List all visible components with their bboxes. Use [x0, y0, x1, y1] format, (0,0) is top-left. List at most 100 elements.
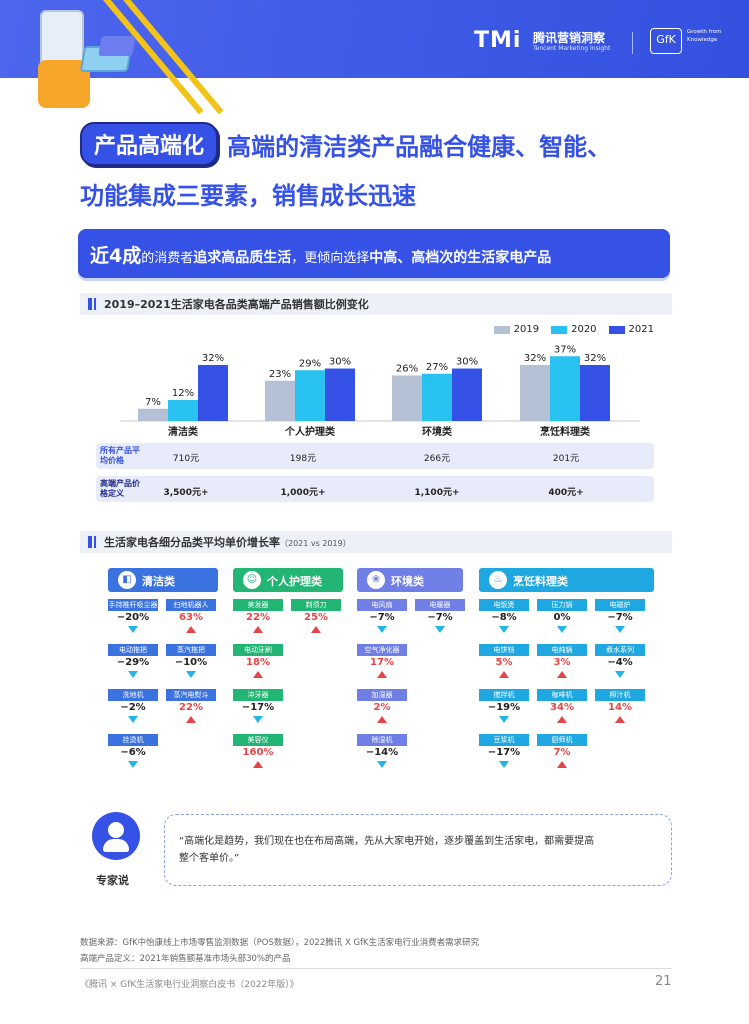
bar-2021-0 [198, 365, 228, 421]
footer-book-title: 《腾讯 × GfK生活家电行业洞察白皮书（2022年版）》 [80, 980, 299, 990]
growth-cell: 电磁炉 −7% [595, 599, 645, 639]
arrow-up-icon [186, 626, 196, 633]
headline-tag: 产品高端化 [80, 122, 219, 166]
growth-cell: 电风扇 −7% [357, 599, 407, 639]
growth-cell-value: 22% [246, 612, 270, 623]
growth-cell: 扫地机器人 63% [166, 599, 216, 639]
growth-cell-label: 电饼铛 [479, 644, 529, 656]
growth-cell-value: −8% [491, 612, 517, 623]
banner-bold2: 中高、高档次的生活家电产品 [369, 250, 552, 266]
arrow-down-icon [377, 761, 387, 768]
category-name: 烹饪料理类 [513, 575, 568, 588]
arrow-up-icon [557, 761, 567, 768]
arrow-down-icon [128, 716, 138, 723]
growth-cell: 空气净化器 17% [357, 644, 407, 684]
growth-cell-label: 电动拖把 [108, 644, 158, 656]
category-header: ❀ 环境类 [357, 568, 463, 592]
legend-item: 2021 [608, 324, 654, 335]
growth-cell-label: 咖啡机 [537, 689, 587, 701]
growth-cell-label: 电炖锅 [537, 644, 587, 656]
growth-cell-value: 14% [608, 702, 632, 713]
section-mark [94, 298, 96, 310]
growth-cell-label: 压力锅 [537, 599, 587, 611]
bar-2020-3 [550, 356, 580, 421]
bar-2021-2 [452, 368, 482, 421]
footer-sources: 数据来源：GfK中怡康线上市场零售监测数据（POS数据），2022腾讯 X Gf… [80, 935, 479, 967]
growth-cell-value: −19% [487, 702, 521, 713]
bar-label: 27% [426, 362, 448, 373]
premium-def-value: 1,100元+ [414, 488, 460, 498]
growth-cell: 电动拖把 −29% [108, 644, 158, 684]
arrow-down-icon [499, 716, 509, 723]
legend-label: 2021 [628, 324, 654, 335]
arrow-down-icon [615, 671, 625, 678]
growth-cell-label: 电动牙刷 [233, 644, 283, 656]
category-label: 环境类 [422, 425, 452, 438]
section-header-growth: 生活家电各细分品类平均单价增长率（2021 vs 2019） [80, 531, 672, 553]
section-mark [88, 298, 92, 310]
growth-cell: 洗地机 −2% [108, 689, 158, 729]
banner-bold1: 追求高品质生活 [193, 250, 292, 266]
gfk-tagline: Growth from Knowledge [687, 29, 722, 43]
arrow-up-icon [186, 716, 196, 723]
growth-cell-label: 蒸汽电熨斗 [166, 689, 216, 701]
category-header: ☺ 个人护理类 [233, 568, 343, 592]
growth-cell-label: 厨师机 [537, 734, 587, 746]
bar-2019-0 [138, 408, 168, 421]
category-name: 清洁类 [142, 575, 175, 588]
bar-label: 30% [329, 357, 351, 368]
bar-label: 32% [202, 353, 224, 364]
legend-swatch [551, 325, 568, 334]
arrow-up-icon [377, 671, 387, 678]
growth-cell-value: −10% [174, 657, 208, 668]
avg-price-value: 266元 [423, 454, 451, 464]
bar-2020-2 [422, 373, 452, 421]
bar-2020-1 [295, 370, 325, 421]
premium-def-row [96, 476, 654, 502]
category-icon: ♨ [489, 571, 507, 589]
growth-cell-label: 电饭煲 [479, 599, 529, 611]
growth-cell-value: −7% [607, 612, 633, 623]
growth-cell-label: 搅拌机 [479, 689, 529, 701]
legend-label: 2019 [513, 324, 540, 335]
avg-price-value: 201元 [552, 454, 580, 464]
growth-cell: 咖啡机 34% [537, 689, 587, 729]
bar-label: 29% [299, 358, 321, 369]
headline-line1: 高端的清洁类产品融合健康、智能、 [227, 132, 612, 161]
avatar-body [103, 839, 129, 852]
growth-cell-label: 电风扇 [357, 599, 407, 611]
growth-cell-label: 洗地机 [108, 689, 158, 701]
growth-cell-label: 煮水系列 [595, 644, 645, 656]
bar-2019-2 [392, 375, 422, 421]
legend-label: 2020 [571, 324, 597, 335]
banner-part2: ，更倾向选择 [291, 251, 370, 266]
growth-cell-value: −14% [365, 747, 399, 758]
banner-big: 近4成 [90, 245, 142, 267]
bar-label: 23% [269, 369, 291, 380]
quote-line1: “高端化是趋势，我们现在也在布局高端，先从大家电开始，逐步覆盖到生活家电，都需要… [179, 836, 595, 847]
growth-cell: 煮水系列 −4% [595, 644, 645, 684]
growth-cell-label: 手持推杆吸尘器 [108, 599, 158, 611]
avg-price-row [96, 443, 654, 469]
bar-2019-3 [520, 365, 550, 421]
growth-cell: 蒸汽电熨斗 22% [166, 689, 216, 729]
section-title: 2019–2021生活家电各品类高端产品销售额比例变化 [104, 298, 369, 311]
insight-banner: 近4成的消费者追求高品质生活，更倾向选择中高、高档次的生活家电产品 [78, 229, 670, 278]
growth-cell: 电动牙刷 18% [233, 644, 283, 684]
growth-cell-value: −2% [120, 702, 146, 713]
chart-legend: 2019 2020 2021 [493, 324, 654, 335]
premium-def-value: 3,500元+ [163, 488, 209, 498]
avatar-head [108, 822, 124, 838]
category-name: 个人护理类 [267, 575, 322, 588]
growth-cell-label: 美发器 [233, 599, 283, 611]
page-number: 21 [655, 974, 672, 989]
growth-cell: 厨师机 7% [537, 734, 587, 774]
section-header-share: 2019–2021生活家电各品类高端产品销售额比例变化 [80, 293, 672, 315]
bar-2020-0 [168, 400, 198, 421]
growth-cell: 除湿机 −14% [357, 734, 407, 774]
growth-cell: 冲牙器 −17% [233, 689, 283, 729]
bar-2019-1 [265, 380, 295, 421]
footer-definition: 高端产品定义：2021年销售额基准市场头部30%的产品 [80, 954, 291, 964]
avg-price-value: 198元 [289, 454, 317, 464]
arrow-up-icon [311, 626, 321, 633]
